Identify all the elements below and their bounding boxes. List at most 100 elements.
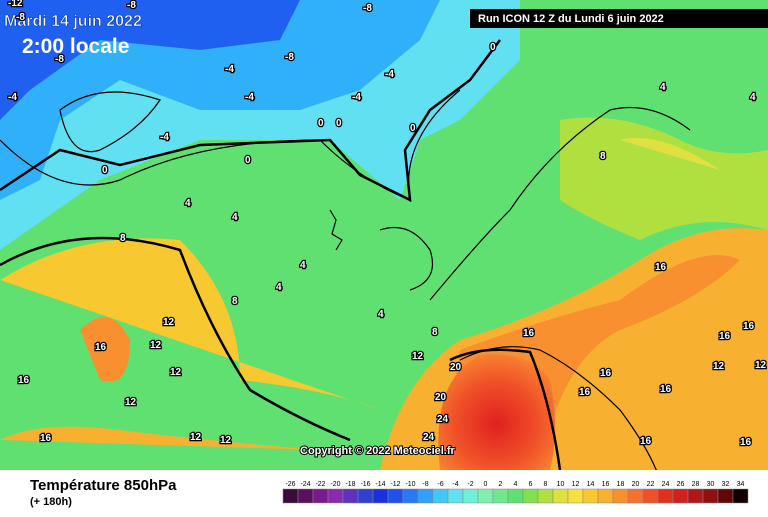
- scale-swatch: [282, 488, 299, 504]
- contour-label: -4: [352, 92, 361, 103]
- scale-label: 28: [692, 481, 700, 488]
- contour-label: -8: [285, 52, 294, 63]
- copyright: Copyright © 2022 Meteociel.fr: [300, 445, 456, 457]
- contour-label: 8: [600, 151, 606, 162]
- contour-label: 12: [412, 351, 424, 362]
- scale-label: 20: [632, 481, 640, 488]
- contour-label: 0: [318, 118, 324, 129]
- scale-swatch: [552, 488, 569, 504]
- scale-swatch: [312, 488, 329, 504]
- scale-swatch: [327, 488, 344, 504]
- contour-label: 4: [378, 309, 384, 320]
- contour-label: 16: [40, 433, 52, 444]
- contour-label: -4: [8, 92, 17, 103]
- scale-label: 6: [529, 481, 533, 488]
- scale-label: -2: [467, 481, 473, 488]
- time-label: 2:00 locale: [22, 35, 129, 58]
- contour-label: 16: [660, 384, 672, 395]
- scale-swatch: [342, 488, 359, 504]
- scale-label: 24: [662, 481, 670, 488]
- contour-label: -4: [225, 64, 234, 75]
- contour-label: 16: [719, 331, 731, 342]
- scale-label: -20: [330, 481, 340, 488]
- scale-label: 2: [499, 481, 503, 488]
- contour-label: 16: [579, 387, 591, 398]
- scale-label: 0: [484, 481, 488, 488]
- scale-swatch: [672, 488, 689, 504]
- contour-label: 0: [245, 155, 251, 166]
- contour-label: 20: [450, 362, 462, 373]
- scale-swatch: [297, 488, 314, 504]
- contour-label: 16: [95, 342, 107, 353]
- scale-swatch: [417, 488, 434, 504]
- scale-label: 22: [647, 481, 655, 488]
- scale-swatch: [717, 488, 734, 504]
- contour-label: 12: [755, 360, 767, 371]
- contour-label: 24: [423, 432, 435, 443]
- contour-label: 4: [750, 92, 756, 103]
- scale-swatch: [432, 488, 449, 504]
- scale-label: 32: [722, 481, 730, 488]
- contour-label: -4: [160, 132, 169, 143]
- contour-label: 4: [300, 260, 306, 271]
- scale-label: 10: [557, 481, 565, 488]
- scale-label: -18: [345, 481, 355, 488]
- scale-swatch: [447, 488, 464, 504]
- scale-label: -12: [390, 481, 400, 488]
- scale-swatch: [702, 488, 719, 504]
- scale-label: 16: [602, 481, 610, 488]
- contour-label: 12: [170, 367, 182, 378]
- scale-label: 34: [737, 481, 745, 488]
- contour-label: 0: [102, 165, 108, 176]
- scale-label: -16: [360, 481, 370, 488]
- contour-label: -4: [385, 69, 394, 80]
- scale-swatch: [687, 488, 704, 504]
- scale-swatch: [657, 488, 674, 504]
- contour-label: 12: [220, 435, 232, 446]
- contour-label: -8: [55, 54, 64, 65]
- contour-label: 16: [600, 368, 612, 379]
- scale-swatch: [597, 488, 614, 504]
- contour-label: 0: [490, 42, 496, 53]
- scale-label: -22: [315, 481, 325, 488]
- contour-label: 16: [740, 437, 752, 448]
- scale-swatch: [582, 488, 599, 504]
- scale-label: -4: [452, 481, 458, 488]
- scale-label: -14: [375, 481, 385, 488]
- scale-swatch: [492, 488, 509, 504]
- contour-label: 4: [185, 198, 191, 209]
- scale-swatch: [537, 488, 554, 504]
- contour-label: 12: [150, 340, 162, 351]
- footer-lead: (+ 180h): [30, 496, 72, 508]
- scale-label: 30: [707, 481, 715, 488]
- contour-label: 24: [437, 414, 449, 425]
- contour-label: 8: [232, 296, 238, 307]
- scale-label: 4: [514, 481, 518, 488]
- scale-swatch: [522, 488, 539, 504]
- contour-label: 0: [410, 123, 416, 134]
- contour-label: 8: [120, 233, 126, 244]
- contour-label: 4: [660, 82, 666, 93]
- scale-swatch: [627, 488, 644, 504]
- scale-label: -8: [422, 481, 428, 488]
- footer-title: Température 850hPa: [30, 477, 177, 494]
- contour-label: -8: [127, 0, 136, 11]
- run-label: Run ICON 12 Z du Lundi 6 juin 2022: [478, 13, 664, 25]
- scale-label: 26: [677, 481, 685, 488]
- contour-label: 8: [432, 327, 438, 338]
- scale-swatch: [567, 488, 584, 504]
- scale-swatch: [387, 488, 404, 504]
- scale-label: 18: [617, 481, 625, 488]
- contour-label: 16: [18, 375, 30, 386]
- contour-label: -8: [363, 3, 372, 14]
- scale-swatch: [402, 488, 419, 504]
- contour-label: -4: [245, 92, 254, 103]
- color-scale: -26 -24 -22 -20 -18 -16 -14 -12 -10 -8 -6 -4 -2 0 2 4 6 8…: [282, 481, 749, 504]
- map-background: [0, 0, 768, 470]
- scale-label: -24: [300, 481, 310, 488]
- scale-swatch: [507, 488, 524, 504]
- contour-label: -12: [8, 0, 23, 9]
- scale-swatch: [477, 488, 494, 504]
- scale-swatch: [462, 488, 479, 504]
